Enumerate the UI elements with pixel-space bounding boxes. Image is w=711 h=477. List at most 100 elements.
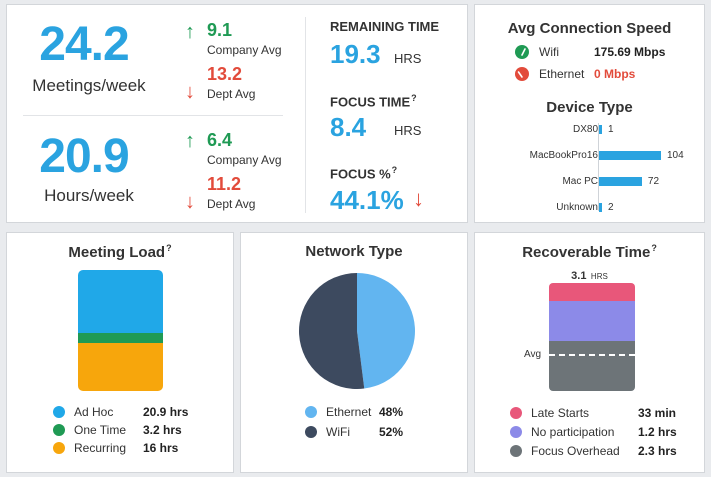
network-type-pie <box>299 273 416 389</box>
meetings-per-week-label: Meetings/week <box>32 76 146 95</box>
recoverable-segment <box>549 283 635 301</box>
arrow-down-icon: ↓ <box>185 81 195 103</box>
hours-dept-avg-label: Dept Avg <box>207 197 256 211</box>
divider <box>23 115 283 116</box>
focus-percent-value: 44.1% <box>330 185 404 215</box>
legend-item: No participation <box>510 425 614 439</box>
legend-item: WiFi <box>305 425 350 439</box>
connection-speed-title: Avg Connection Speed <box>507 20 672 37</box>
focus-time-value: 8.4 <box>330 112 367 142</box>
help-icon[interactable]: ? <box>411 93 417 103</box>
legend-value: 2.3 hrs <box>638 444 677 458</box>
meetings-company-avg-value: 9.1 <box>207 20 233 40</box>
device-bar <box>599 177 642 186</box>
recoverable-total: 3.1 HRS <box>475 266 704 284</box>
speed-gauge-icon <box>515 45 529 59</box>
legend-item: One Time <box>53 423 126 437</box>
device-value-label: 104 <box>667 150 684 161</box>
help-icon[interactable]: ? <box>391 165 398 175</box>
legend-item: Ad Hoc <box>53 405 113 419</box>
network-type-title: Network Type <box>305 243 403 260</box>
meeting-load-panel: Meeting Load? Ad Hoc 20.9 hrs One Time 3.2 … <box>6 232 234 473</box>
hours-per-week-value: 20.9 <box>39 130 129 183</box>
recoverable-segment <box>549 341 635 391</box>
legend-value: 48% <box>379 405 404 419</box>
arrow-down-icon: ↓ <box>185 191 195 213</box>
legend-label: No participation <box>531 425 615 439</box>
speed-gauge-icon <box>515 67 529 81</box>
device-value-label: 72 <box>647 176 660 187</box>
arrow-down-icon: ↓ <box>413 186 424 211</box>
focus-time-heading: FOCUS TIME? <box>330 93 417 110</box>
hours-per-week-label: Hours/week <box>44 186 134 205</box>
meetings-dept-avg-value: 13.2 <box>207 64 243 84</box>
legend-label: Ad Hoc <box>74 405 114 419</box>
legend-label: Late Starts <box>531 406 590 420</box>
device-category-label: DX80 <box>572 124 598 135</box>
vertical-divider <box>305 17 306 213</box>
device-bar <box>599 151 661 160</box>
remaining-time-unit: HRS <box>394 51 422 66</box>
avg-label: Avg <box>524 349 542 360</box>
device-value-label: 1 <box>608 124 614 135</box>
hours-dept-avg-value: 11.2 <box>207 174 242 194</box>
legend-swatch <box>510 445 522 457</box>
legend-swatch <box>53 442 65 454</box>
meeting-load-title: Meeting Load? <box>68 243 172 261</box>
arrow-up-icon: ↑ <box>185 21 195 43</box>
help-icon[interactable]: ? <box>166 243 172 253</box>
device-category-label: Mac PC <box>562 176 598 187</box>
legend-label: Recurring <box>74 441 127 455</box>
recoverable-time-title: Recoverable Time? <box>522 243 657 261</box>
meetings-per-week-value: 24.2 <box>39 18 129 71</box>
legend-swatch <box>53 406 65 418</box>
legend-item: Late Starts <box>510 406 589 420</box>
focus-percent-heading: FOCUS %? <box>330 165 398 182</box>
focus-time-unit: HRS <box>394 123 422 138</box>
legend-value: 52% <box>379 425 404 439</box>
recoverable-time-panel: Recoverable Time? 3.1 HRS Avg Late Start… <box>474 232 705 473</box>
ethernet-speed-value: 0 Mbps <box>594 67 636 81</box>
legend-swatch <box>53 424 65 436</box>
remaining-time-value: 19.3 <box>330 39 381 69</box>
device-value-label: 2 <box>608 202 614 213</box>
device-category-label: Unknown <box>556 202 598 213</box>
remaining-time-heading: REMAINING TIME <box>330 19 440 34</box>
recoverable-total-value: 3.1 <box>571 270 587 282</box>
hours-company-avg-value: 6.4 <box>207 130 233 150</box>
device-chart-axis <box>598 123 599 211</box>
legend-value: 3.2 hrs <box>143 423 182 437</box>
legend-value: 20.9 hrs <box>143 405 189 419</box>
arrow-up-icon: ↑ <box>185 130 195 152</box>
ethernet-speed-label: Ethernet <box>539 67 585 81</box>
wifi-speed-label: Wifi <box>539 45 559 59</box>
legend-label: WiFi <box>326 425 350 439</box>
hours-company-avg-label: Company Avg <box>207 153 282 167</box>
legend-item: Focus Overhead <box>510 444 620 458</box>
pie-slice <box>357 273 416 389</box>
meeting-load-segment <box>78 333 163 343</box>
legend-label: Ethernet <box>326 405 372 419</box>
device-type-title: Device Type <box>546 99 633 116</box>
legend-swatch <box>510 407 522 419</box>
help-icon[interactable]: ? <box>651 243 657 253</box>
legend-swatch <box>510 426 522 438</box>
network-type-panel: Network Type Ethernet 48% WiFi 52% <box>240 232 468 473</box>
connection-speed-panel: Avg Connection Speed Wifi 175.69 Mbps Et… <box>474 4 705 223</box>
recoverable-segment <box>549 301 635 341</box>
legend-value: 1.2 hrs <box>638 425 677 439</box>
legend-item: Recurring <box>53 441 126 455</box>
pie-slice <box>299 273 365 389</box>
avg-line <box>549 354 635 356</box>
device-category-label: MacBookPro16 <box>529 150 598 161</box>
device-bar <box>599 125 602 134</box>
wifi-speed-value: 175.69 Mbps <box>594 45 666 59</box>
device-bar <box>599 203 602 212</box>
meeting-stats-panel: 24.2 Meetings/week ↑ 9.1 Company Avg ↓ 1… <box>6 4 468 223</box>
meetings-dept-avg-label: Dept Avg <box>207 87 256 101</box>
legend-label: One Time <box>74 423 127 437</box>
meetings-company-avg-label: Company Avg <box>207 43 282 57</box>
recoverable-total-unit: HRS <box>590 272 608 281</box>
meeting-load-segment <box>78 270 163 334</box>
legend-value: 33 min <box>638 406 677 420</box>
